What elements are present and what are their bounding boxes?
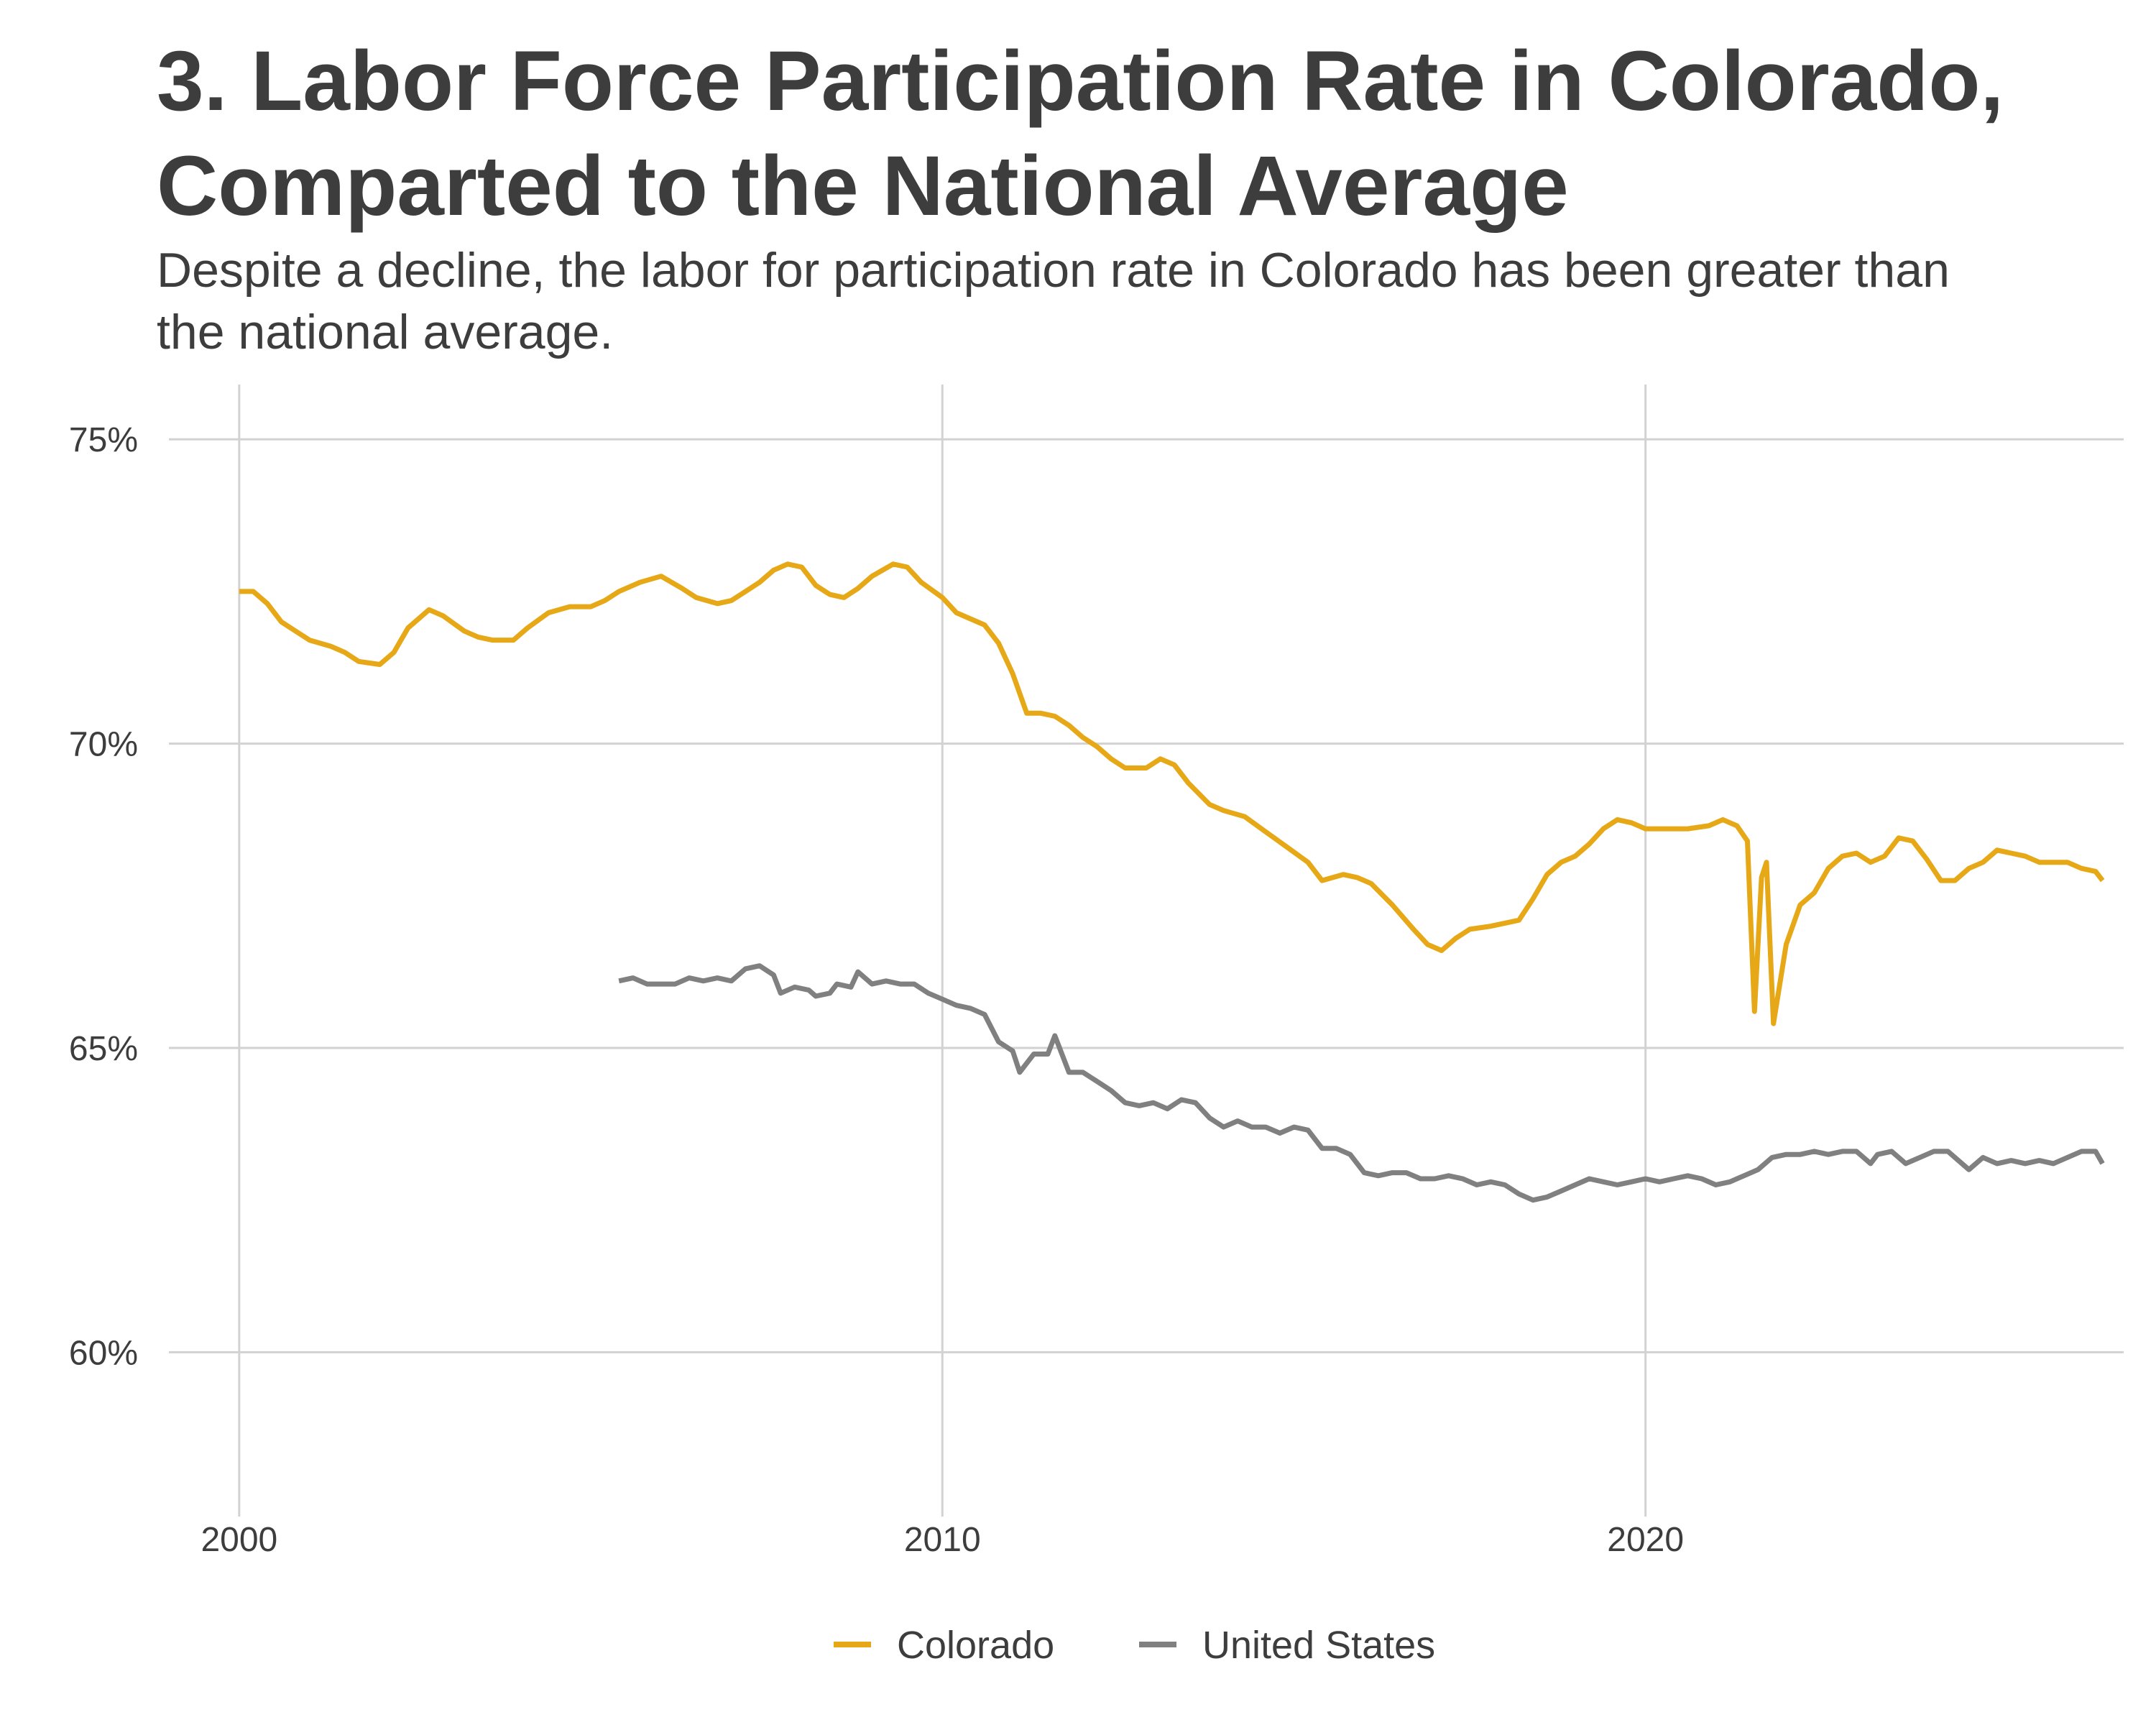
x-tick-label: 2000 — [201, 1521, 277, 1559]
legend: Colorado United States — [834, 1624, 1435, 1667]
y-tick-label: 60% — [69, 1334, 138, 1372]
chart-subtitle: Despite a decline, the labor for partici… — [157, 243, 1950, 359]
series-line-united-states — [618, 963, 2105, 1203]
data-series — [239, 561, 2105, 1203]
legend-label-colorado: Colorado — [897, 1624, 1054, 1667]
y-tick-label: 70% — [69, 726, 138, 764]
x-tick-label: 2010 — [904, 1521, 981, 1559]
legend-label-united-states: United States — [1202, 1624, 1435, 1667]
chart-title: 3. Labor Force Participation Rate in Col… — [157, 34, 2004, 234]
gridlines — [169, 385, 2124, 1517]
x-tick-label: 2020 — [1607, 1521, 1684, 1559]
axis-tick-labels: 60% 65% 70% 75% 2000 2010 2020 — [69, 421, 1684, 1559]
y-tick-label: 65% — [69, 1030, 138, 1068]
series-line-colorado — [239, 561, 2105, 1026]
y-tick-label: 75% — [69, 421, 138, 459]
